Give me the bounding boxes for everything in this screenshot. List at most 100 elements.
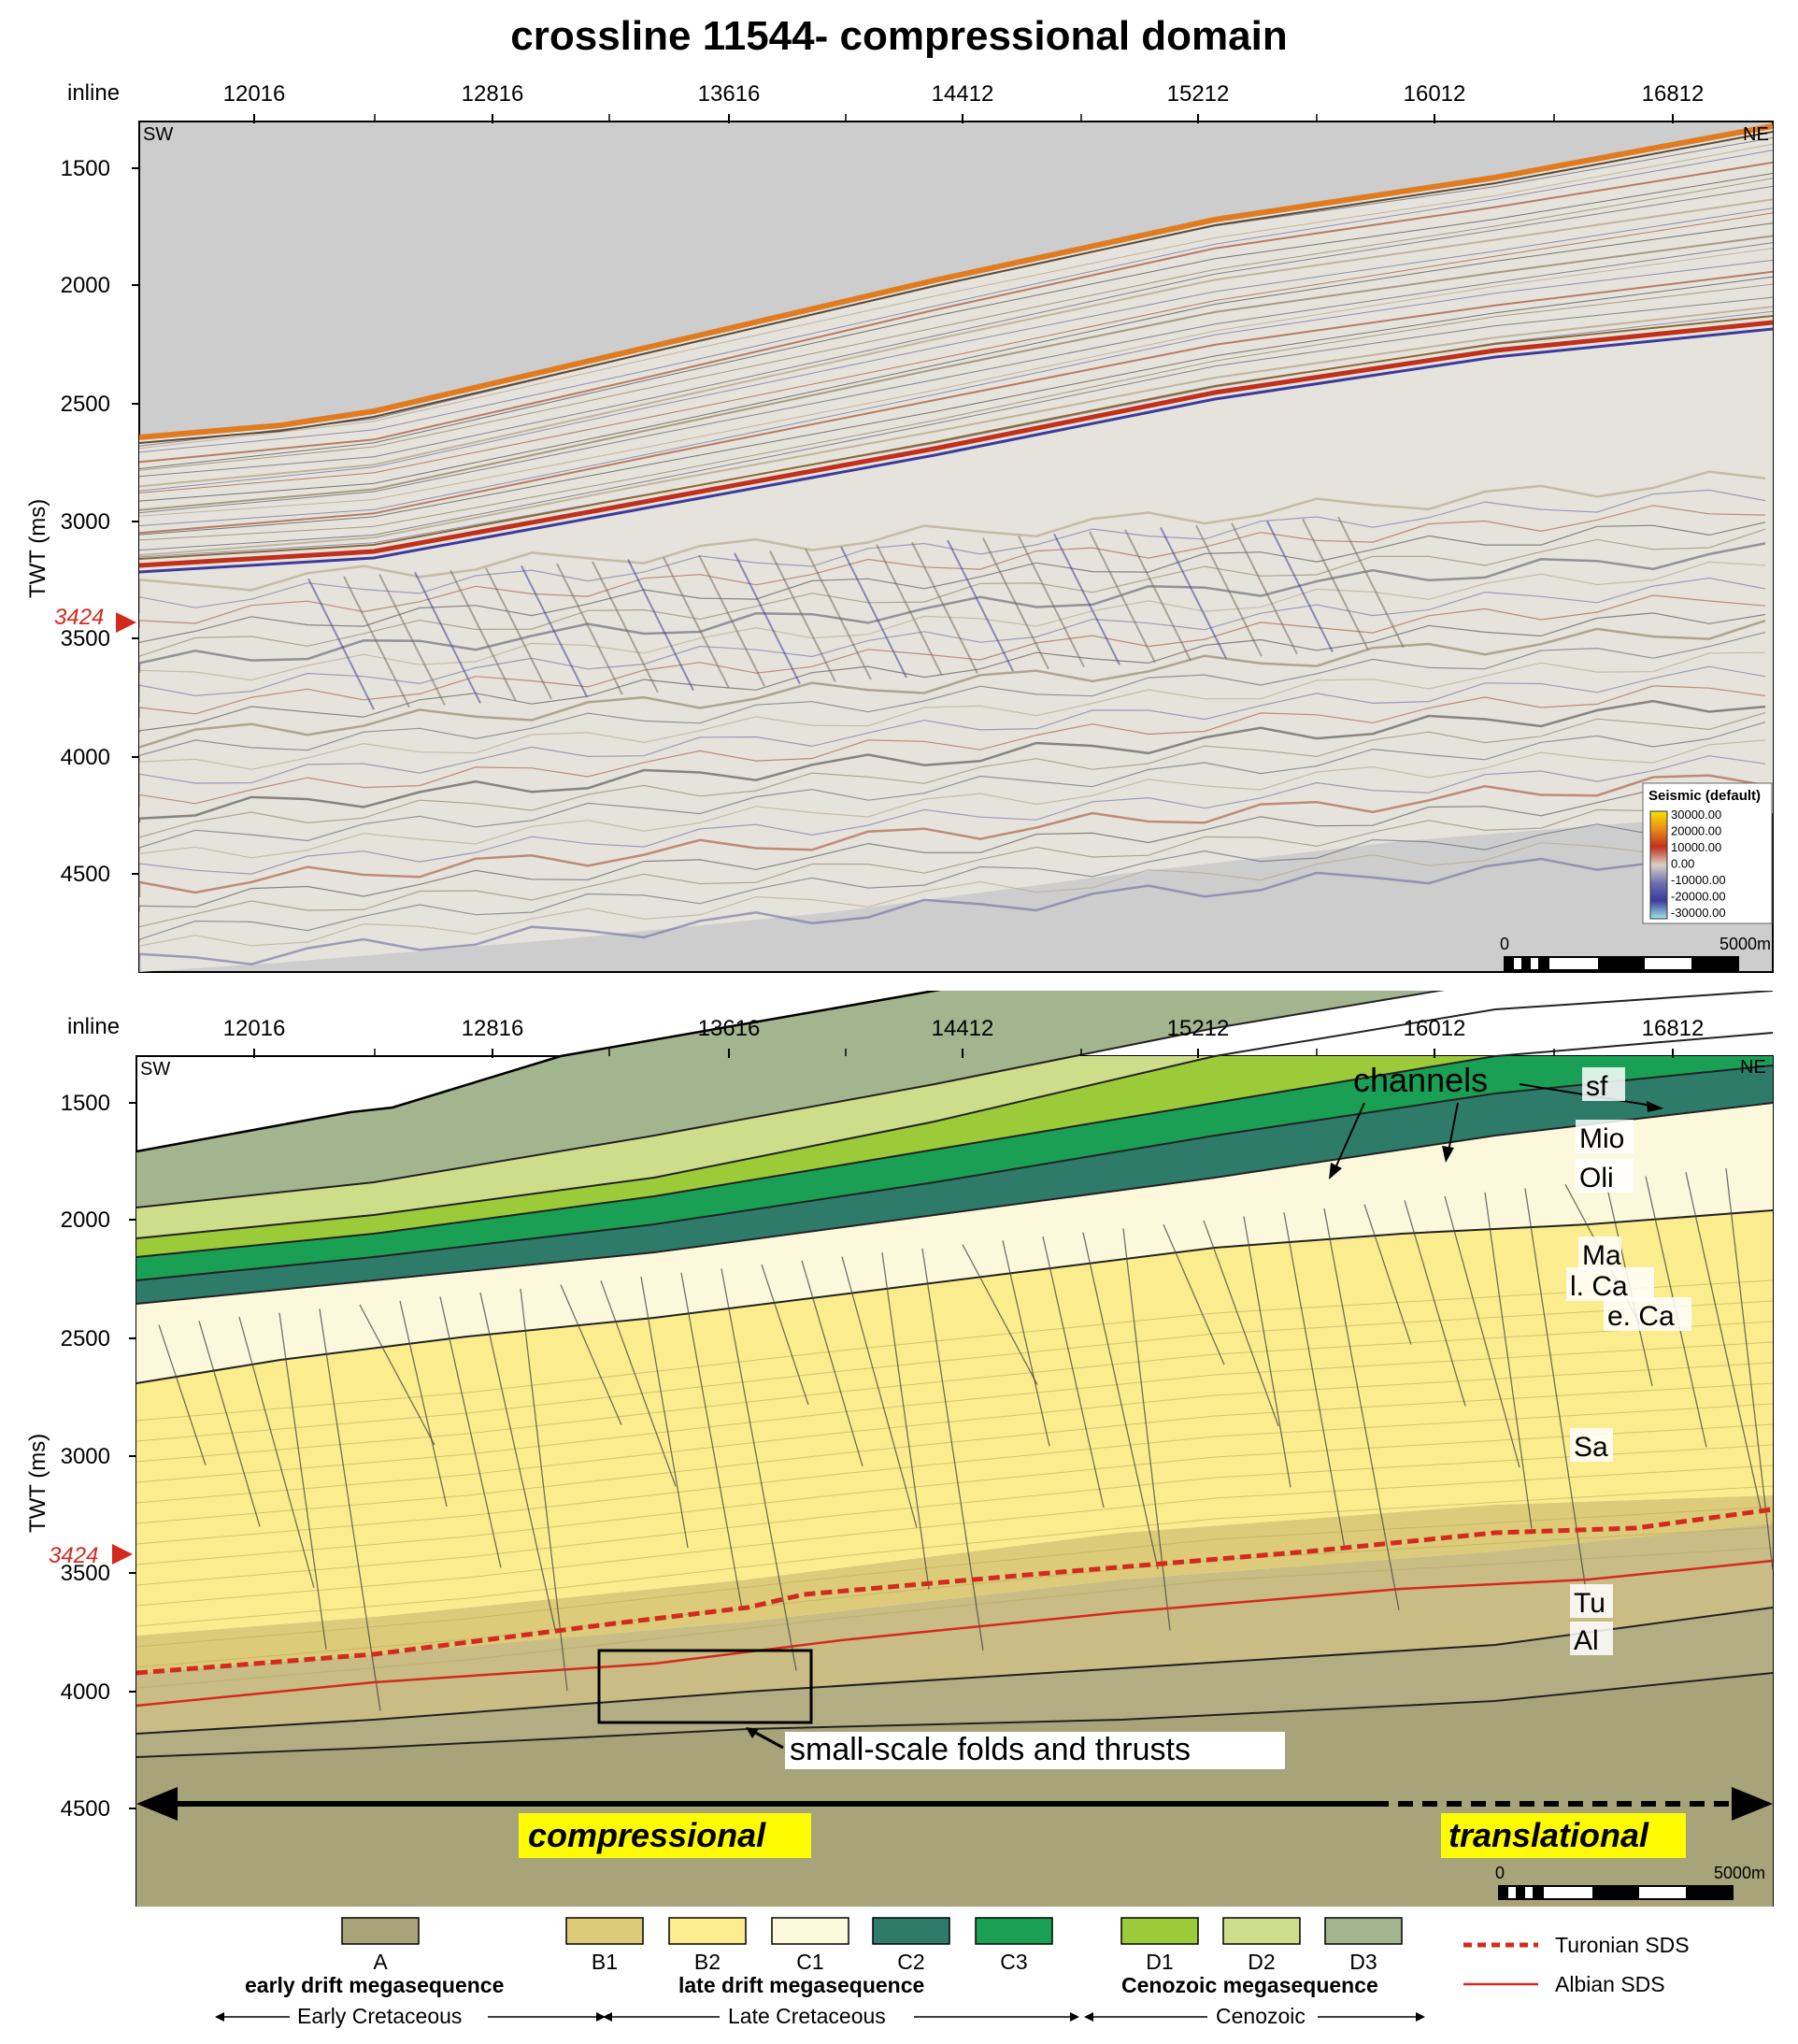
inline-tick-label: 12816 — [462, 81, 524, 107]
fault — [1203, 1220, 1279, 1427]
fault — [439, 1296, 502, 1568]
unit-label-bg — [1570, 1622, 1613, 1655]
seismic-reflector — [139, 242, 1773, 514]
legend-swatch — [668, 1917, 747, 1945]
twt-tick-label: 2500 — [61, 392, 110, 417]
unit-D3 — [136, 991, 1439, 1208]
seismic-reflector — [139, 185, 1773, 478]
seismic-reflector — [139, 711, 1766, 838]
seismic-reflector — [139, 811, 1766, 942]
legend-swatch — [1222, 1917, 1301, 1945]
turonian-sds-label: Turonian SDS — [1555, 1933, 1690, 1957]
seismic-reflector — [1089, 531, 1156, 664]
unit-C3 — [136, 1056, 1773, 1280]
colorbar-value: 30000.00 — [1671, 808, 1721, 822]
colorbar-value: -10000.00 — [1671, 873, 1726, 887]
seismic-reflector — [769, 550, 836, 682]
twt-tick-label: 4500 — [61, 1796, 110, 1822]
scale-segment — [1521, 957, 1531, 970]
twt-tick-label: 3500 — [61, 626, 110, 651]
scale-end-label: 5000m — [1720, 935, 1771, 953]
unit-boundary — [136, 1065, 1774, 1281]
inline-tick-label: 16812 — [1642, 1016, 1705, 1041]
twt-tick-label: 1500 — [61, 156, 110, 181]
bedding-line — [136, 1485, 1774, 1627]
seafloor-line — [136, 991, 942, 1153]
seismic-reflector — [139, 789, 1766, 912]
fault — [600, 1280, 677, 1487]
scale-segment — [1516, 1886, 1525, 1899]
bedding-line — [136, 1341, 1774, 1483]
seismic-reflector — [139, 276, 1773, 536]
seismic-reflector — [139, 844, 1766, 972]
fault — [1484, 1192, 1533, 1529]
scale-segment — [1686, 1886, 1733, 1899]
scale-end-label-bottom: 5000m — [1714, 1864, 1765, 1882]
seismic-reflector — [485, 567, 552, 700]
marker-label-bottom: 3424 — [49, 1543, 98, 1568]
bedding-line — [136, 1300, 1774, 1442]
fault — [640, 1276, 689, 1549]
seismic-reflector — [139, 207, 1773, 492]
scale-start-label-bottom: 0 — [1495, 1864, 1505, 1882]
unit-label: l. Ca — [1570, 1271, 1628, 1302]
bedding-line — [136, 1403, 1774, 1545]
unit-C2 — [136, 1065, 1773, 1304]
legend-swatch — [771, 1917, 849, 1945]
seismic-reflector — [139, 619, 1766, 749]
seismic-reflector — [840, 546, 907, 679]
seismic-reflector — [1337, 516, 1405, 649]
legend-unit-code: C1 — [796, 1950, 823, 1974]
colorbar-value: -20000.00 — [1671, 890, 1726, 904]
legend-unit-code: B1 — [592, 1950, 618, 1974]
unit-D2 — [136, 1056, 1215, 1238]
colorbar-value: -30000.00 — [1671, 906, 1726, 920]
twt-tick-label: 1500 — [61, 1091, 110, 1116]
twt-tick-label: 4000 — [61, 745, 110, 770]
seismic-reflector — [139, 143, 1773, 450]
legend-unit-code: D1 — [1146, 1950, 1173, 1974]
seismic-reflector — [139, 212, 1773, 493]
fault — [1685, 1172, 1762, 1509]
unit-label-bg — [1576, 1159, 1634, 1193]
inline-tick-label: 13616 — [698, 81, 761, 107]
seismic-reflector — [139, 150, 1773, 453]
fault — [1404, 1200, 1466, 1407]
scale-segment — [1598, 957, 1645, 970]
seismic-reflector — [139, 470, 1766, 598]
twt-axis-label-bottom: TWT (ms) — [25, 1434, 50, 1533]
legend: A B1 B2 C1 C2 C3 D1 D2 D3 early drift megasequen… — [215, 1917, 1690, 2028]
colorbar-value: 0.00 — [1671, 857, 1694, 871]
seismic-reflector — [139, 161, 1773, 464]
legend-swatch — [565, 1917, 644, 1945]
seismic-reflector — [139, 522, 1766, 643]
seismic-reflector — [139, 222, 1773, 502]
fault — [278, 1312, 327, 1650]
unit-boundary — [136, 1032, 1774, 1258]
fault — [1002, 1240, 1050, 1447]
top-axis-ticks: 12016 12816 13616 14412 15212 16012 16812 1500 2… — [61, 81, 1705, 887]
legend-unit-code: D3 — [1349, 1950, 1377, 1974]
seismic-reflector — [1160, 526, 1227, 659]
colorbar-title: Seismic (default) — [1648, 788, 1761, 804]
marker-arrow — [116, 612, 136, 633]
unit-boundary — [136, 991, 1774, 1239]
twt-tick-label: 2000 — [61, 1208, 110, 1233]
seismic-reflector — [139, 306, 1773, 557]
fault — [1042, 1236, 1105, 1508]
inline-axis-label: inline — [67, 80, 120, 106]
seismic-reflector — [1195, 524, 1263, 657]
bedding-line — [136, 1279, 1774, 1422]
bottom-axis-ticks: 12016 12816 13616 14412 15212 16012 16812 1500 2… — [61, 1016, 1705, 1822]
unit-B1 — [136, 1608, 1773, 1757]
unit-label: sf — [1586, 1071, 1608, 1102]
seismic-colorbar: Seismic (default) 30000.00 20000.00 10000.… — [1642, 782, 1773, 924]
colorbar-value: 10000.00 — [1671, 840, 1721, 854]
unit-D1 — [136, 1056, 1495, 1257]
group-early-drift: early drift megasequence — [245, 1973, 504, 1997]
period-late-cretaceous: Late Cretaceous — [728, 2004, 886, 2028]
fault — [841, 1256, 918, 1528]
fault — [520, 1288, 568, 1691]
fault — [399, 1300, 448, 1507]
inline-tick-label: 16812 — [1642, 81, 1705, 107]
